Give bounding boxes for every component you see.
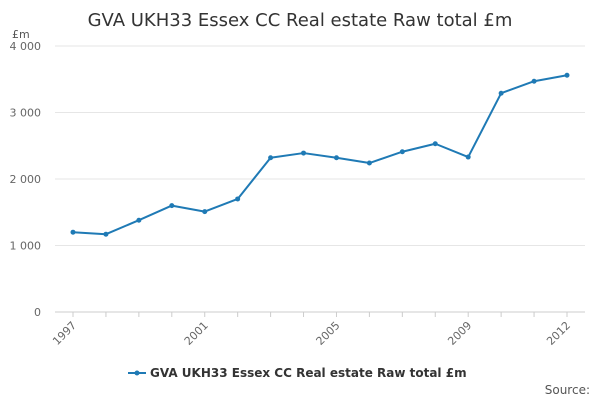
data-point[interactable]: [531, 78, 537, 84]
series-line: [72, 74, 568, 236]
y-axis-ticks: 0 1 000 2 000 3 000 4 000: [10, 40, 42, 319]
legend-marker-icon: [134, 370, 140, 376]
data-point[interactable]: [333, 155, 339, 161]
legend-entry-label: GVA UKH33 Essex CC Real estate Raw total…: [150, 366, 467, 380]
data-point[interactable]: [366, 160, 372, 166]
data-point[interactable]: [169, 203, 175, 209]
y-tick-label: 1 000: [10, 240, 42, 253]
y-tick-label: 3 000: [10, 107, 42, 120]
x-axis: 1997 2001 2005 2009 2012: [50, 311, 585, 348]
data-point[interactable]: [432, 141, 438, 147]
data-point[interactable]: [301, 150, 307, 156]
x-tick-label: 1997: [50, 319, 79, 348]
data-point[interactable]: [564, 72, 570, 78]
data-point[interactable]: [399, 149, 405, 155]
data-point[interactable]: [235, 196, 241, 202]
y-tick-label: 4 000: [10, 40, 42, 53]
data-point[interactable]: [498, 90, 504, 96]
chart-title: GVA UKH33 Essex CC Real estate Raw total…: [88, 10, 513, 31]
data-point[interactable]: [202, 209, 208, 215]
y-tick-label: 2 000: [10, 173, 42, 186]
y-tick-label: 0: [34, 306, 41, 319]
x-tick-label: 2005: [314, 319, 343, 348]
legend[interactable]: GVA UKH33 Essex CC Real estate Raw total…: [128, 366, 467, 380]
x-tick-label: 2012: [544, 319, 573, 348]
data-point[interactable]: [465, 154, 471, 160]
y-unit-label: £m: [12, 28, 30, 41]
series-layer: [70, 72, 570, 237]
data-point[interactable]: [103, 231, 109, 237]
gridlines: [55, 45, 585, 246]
x-tick-label: 2001: [182, 319, 211, 348]
x-tick-label: 2009: [445, 319, 474, 348]
source-label: Source:: [545, 383, 590, 397]
data-point[interactable]: [136, 217, 142, 223]
data-point[interactable]: [268, 155, 274, 161]
data-point[interactable]: [70, 229, 76, 235]
